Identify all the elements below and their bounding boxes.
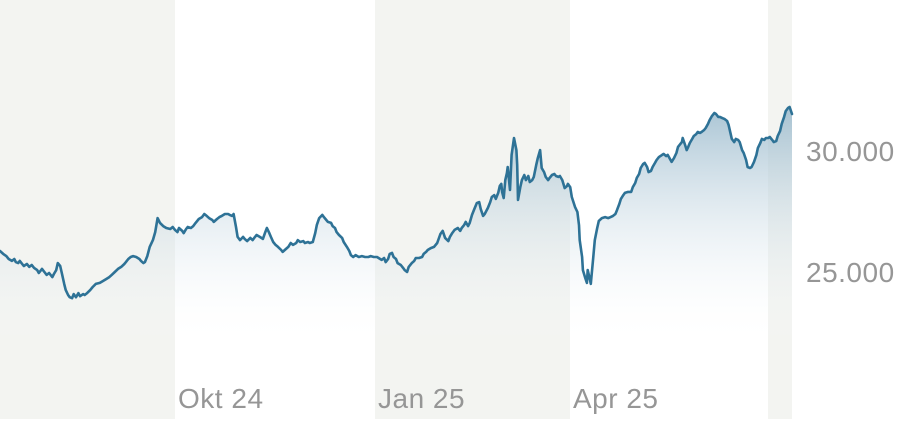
x-tick-okt-24: Okt 24 xyxy=(178,383,264,414)
x-tick-apr-25: Apr 25 xyxy=(573,383,659,414)
x-tick-jan-25: Jan 25 xyxy=(378,383,466,414)
plot-band-gray xyxy=(0,0,175,419)
series-line xyxy=(0,105,794,300)
y-tick-30000: 30.000 xyxy=(806,136,895,167)
series-area-fill xyxy=(0,107,792,346)
plot-band-white xyxy=(175,0,375,419)
y-tick-25000: 25.000 xyxy=(806,257,895,288)
